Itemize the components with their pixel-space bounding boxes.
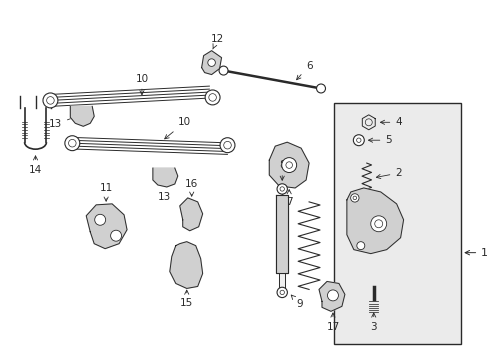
Circle shape bbox=[316, 84, 325, 93]
Polygon shape bbox=[169, 242, 202, 288]
FancyBboxPatch shape bbox=[333, 103, 460, 344]
Circle shape bbox=[65, 136, 80, 150]
Polygon shape bbox=[318, 282, 344, 311]
Circle shape bbox=[219, 66, 227, 75]
Text: 4: 4 bbox=[380, 117, 401, 127]
Circle shape bbox=[43, 93, 58, 108]
Polygon shape bbox=[180, 198, 202, 231]
Text: 8: 8 bbox=[278, 160, 285, 180]
Circle shape bbox=[207, 59, 215, 66]
Text: 1: 1 bbox=[464, 248, 487, 258]
Text: 7: 7 bbox=[285, 190, 292, 207]
Circle shape bbox=[350, 194, 358, 202]
Circle shape bbox=[327, 290, 338, 301]
Text: 9: 9 bbox=[291, 295, 303, 309]
Polygon shape bbox=[279, 273, 285, 288]
Circle shape bbox=[110, 230, 122, 241]
Circle shape bbox=[220, 138, 235, 153]
Circle shape bbox=[370, 216, 386, 232]
Text: 5: 5 bbox=[368, 135, 391, 145]
Polygon shape bbox=[346, 188, 403, 253]
Text: 16: 16 bbox=[184, 179, 198, 196]
Circle shape bbox=[356, 242, 364, 249]
Polygon shape bbox=[70, 107, 94, 126]
Text: 10: 10 bbox=[164, 117, 191, 139]
Text: 11: 11 bbox=[100, 183, 113, 201]
Circle shape bbox=[277, 287, 287, 298]
Text: 10: 10 bbox=[135, 73, 148, 95]
Text: 17: 17 bbox=[325, 313, 339, 332]
Polygon shape bbox=[276, 195, 287, 273]
Text: 15: 15 bbox=[180, 290, 193, 309]
Circle shape bbox=[95, 214, 105, 225]
Text: 12: 12 bbox=[210, 34, 224, 49]
Text: 6: 6 bbox=[296, 60, 312, 80]
Circle shape bbox=[281, 158, 296, 172]
Polygon shape bbox=[269, 142, 308, 188]
Polygon shape bbox=[86, 204, 127, 249]
Text: 2: 2 bbox=[376, 168, 401, 179]
Text: 13: 13 bbox=[49, 115, 79, 129]
Circle shape bbox=[204, 90, 220, 105]
Text: 14: 14 bbox=[29, 156, 42, 175]
Polygon shape bbox=[201, 51, 221, 75]
Text: 3: 3 bbox=[370, 313, 376, 332]
Circle shape bbox=[353, 135, 364, 146]
Circle shape bbox=[277, 184, 287, 194]
Text: 13: 13 bbox=[158, 181, 171, 202]
Polygon shape bbox=[153, 168, 178, 187]
